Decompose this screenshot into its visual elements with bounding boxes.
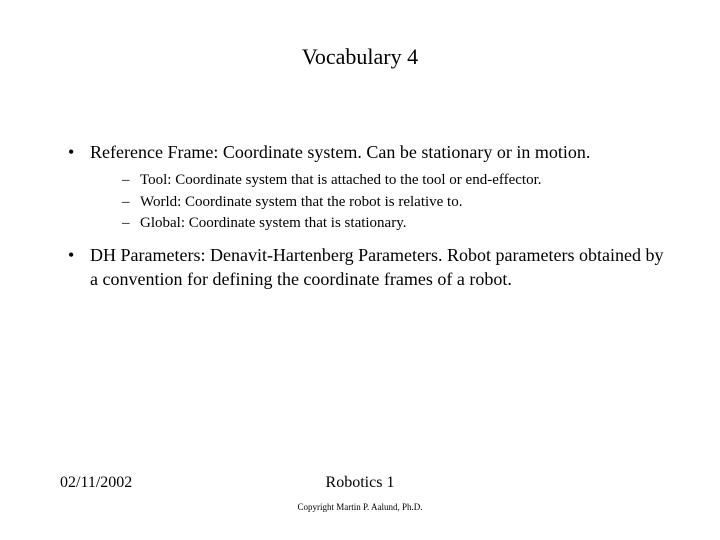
sub-bullet-list: Tool: Coordinate system that is attached… xyxy=(90,170,672,233)
slide-body: Reference Frame: Coordinate system. Can … xyxy=(60,140,672,298)
bullet-text: Reference Frame: Coordinate system. Can … xyxy=(90,142,590,162)
slide: Vocabulary 4 Reference Frame: Coordinate… xyxy=(0,0,720,540)
list-item: Tool: Coordinate system that is attached… xyxy=(118,170,672,190)
list-item: Reference Frame: Coordinate system. Can … xyxy=(60,140,672,233)
bullet-text: DH Parameters: Denavit-Hartenberg Parame… xyxy=(90,245,663,289)
bullet-text: Global: Coordinate system that is statio… xyxy=(140,215,406,231)
list-item: DH Parameters: Denavit-Hartenberg Parame… xyxy=(60,243,672,292)
bullet-text: World: Coordinate system that the robot … xyxy=(140,194,462,210)
slide-title: Vocabulary 4 xyxy=(0,44,720,70)
list-item: Global: Coordinate system that is statio… xyxy=(118,213,672,233)
footer-title: Robotics 1 xyxy=(0,474,720,492)
bullet-list: Reference Frame: Coordinate system. Can … xyxy=(60,140,672,292)
bullet-text: Tool: Coordinate system that is attached… xyxy=(140,172,541,188)
footer-copyright: Copyright Martin P. Aalund, Ph.D. xyxy=(0,502,720,512)
list-item: World: Coordinate system that the robot … xyxy=(118,192,672,212)
